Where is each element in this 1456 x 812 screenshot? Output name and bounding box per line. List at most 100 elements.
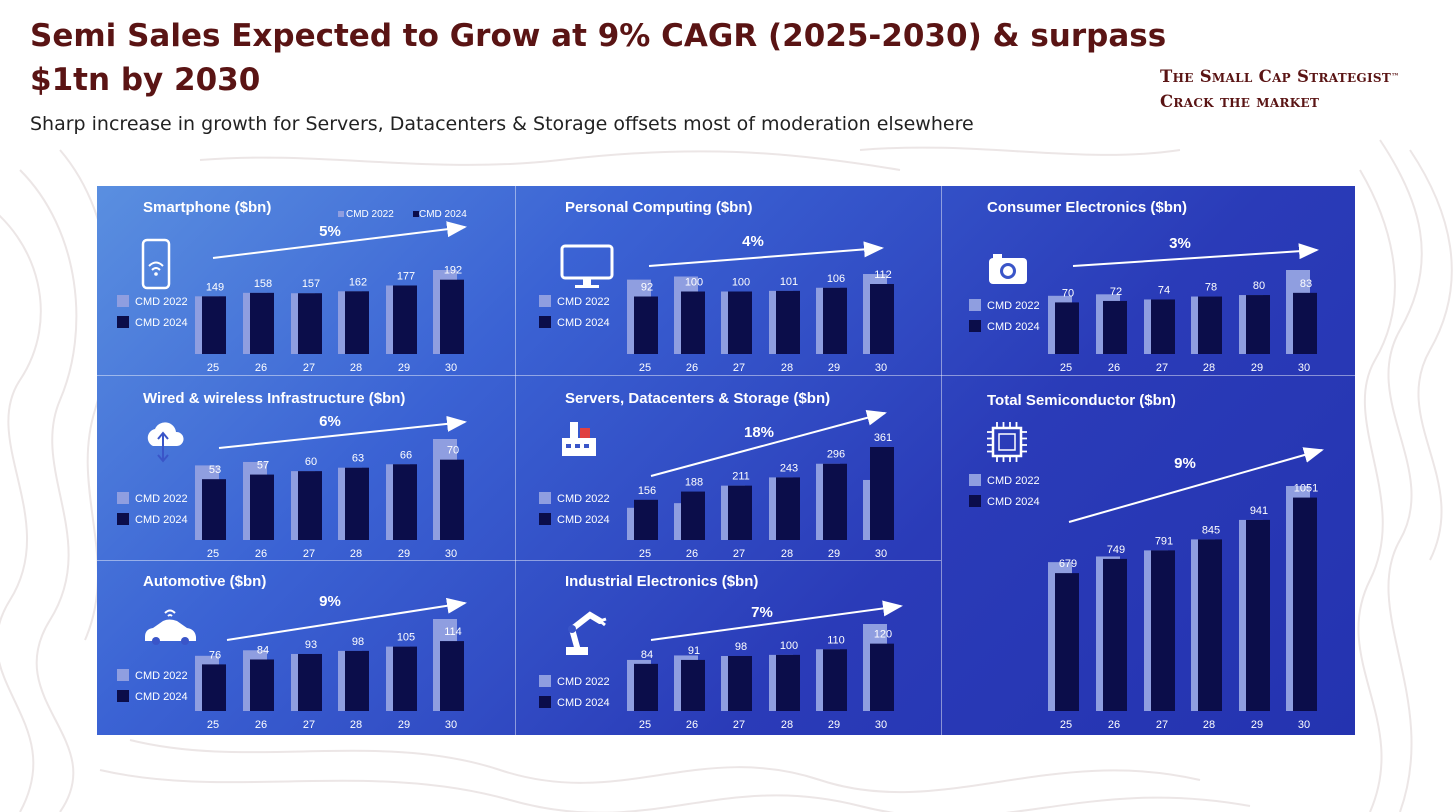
data-label: 156: [638, 485, 656, 497]
monitor-stand: [575, 285, 599, 288]
smartphone-body: [141, 238, 171, 290]
x-tick-label: 28: [1203, 719, 1215, 731]
datacenter-icon: [562, 422, 596, 456]
smartphone-icon: [141, 238, 171, 290]
legend-label-cmd2024: CMD 2024: [135, 317, 188, 329]
bar-cmd2024: [440, 279, 464, 354]
x-tick-label: 30: [445, 719, 457, 731]
bar-cmd2024: [681, 659, 705, 711]
page-title: Semi Sales Expected to Grow at 9% CAGR (…: [30, 18, 1167, 98]
robot-base: [566, 647, 588, 655]
legend-swatch-cmd2022: [539, 295, 551, 307]
cagr-label: 3%: [1169, 235, 1191, 252]
bar-cmd2024: [1246, 295, 1270, 354]
data-label: 60: [305, 456, 317, 468]
x-tick-label: 29: [828, 719, 840, 731]
bar-cmd2024: [202, 479, 226, 540]
legend-label-cmd2024: CMD 2024: [987, 496, 1040, 508]
trademark-mark: ™: [1391, 71, 1400, 81]
chart-panel: Automotive ($bn) CMD 2022 CMD 2024 9% 76 25 84…: [117, 573, 467, 731]
x-tick-label: 29: [398, 548, 410, 560]
x-tick-label: 26: [686, 719, 698, 731]
cagr-arrow: [650, 409, 887, 477]
chip-icon: [987, 422, 1027, 462]
bar-cmd2024: [250, 474, 274, 540]
legend-swatch-cmd2024: [539, 513, 551, 525]
legend-swatch-cmd2022: [969, 299, 981, 311]
bar-cmd2024: [1246, 519, 1270, 711]
building-tower: [570, 422, 578, 438]
x-tick-label: 27: [303, 548, 315, 560]
bar-cmd2024: [440, 641, 464, 711]
cloud-shape: [147, 422, 184, 446]
camera-icon: [989, 254, 1027, 284]
legend-label-cmd2024: CMD 2024: [135, 514, 188, 526]
monitor-neck: [583, 278, 591, 285]
bar-cmd2024: [345, 650, 369, 711]
cagr-arrow: [1072, 243, 1319, 267]
x-tick-label: 26: [686, 548, 698, 560]
x-tick-label: 29: [828, 548, 840, 560]
cagr-arrow: [648, 241, 884, 267]
data-label: 66: [400, 449, 412, 461]
data-label: 162: [349, 276, 367, 288]
x-tick-label: 30: [1298, 362, 1310, 374]
server-block: [580, 428, 590, 438]
legend-swatch-cmd2024: [539, 316, 551, 328]
data-label: 188: [685, 477, 703, 489]
legend-swatch-cmd2024: [969, 495, 981, 507]
x-tick-label: 27: [303, 362, 315, 374]
camera-lens: [1003, 266, 1013, 276]
data-label: 211: [732, 471, 750, 483]
data-label: 114: [444, 626, 462, 638]
bar-cmd2024: [870, 284, 894, 354]
legend-swatch-cmd2024: [969, 320, 981, 332]
x-tick-label: 26: [255, 719, 267, 731]
bar-cmd2024: [1151, 550, 1175, 711]
legend-swatch-cmd2024: [117, 690, 129, 702]
bar-cmd2024: [634, 499, 658, 540]
legend-label-cmd2022: CMD 2022: [557, 676, 610, 688]
chip-pin: [987, 422, 1027, 462]
bar-cmd2024: [823, 649, 847, 711]
chart-panel: Smartphone ($bn) CMD 2022 CMD 2024 CMD 2022…: [117, 199, 467, 374]
bar-cmd2024: [776, 654, 800, 711]
divider-vertical-2: [941, 186, 942, 735]
x-tick-label: 25: [1060, 719, 1072, 731]
chart-panel: Servers, Datacenters & Storage ($bn) CMD …: [539, 390, 894, 560]
x-tick-label: 25: [639, 362, 651, 374]
legend-swatch-cmd2024: [117, 316, 129, 328]
x-tick-label: 27: [733, 362, 745, 374]
data-label: 98: [735, 641, 747, 653]
divider-horizontal-1: [97, 375, 1355, 376]
charts-canvas: Smartphone ($bn) CMD 2022 CMD 2024 CMD 2022…: [117, 199, 1324, 731]
legend-label-cmd2024: CMD 2024: [987, 321, 1040, 333]
chart-panel: Total Semiconductor ($bn) CMD 2022 CMD 202…: [969, 392, 1324, 731]
cloud-icon: [147, 422, 184, 463]
bar-cmd2024: [1103, 558, 1127, 711]
bar-cmd2024: [1055, 302, 1079, 354]
chip-pin: [987, 422, 1027, 462]
data-label: 105: [397, 632, 415, 644]
cagr-label: 7%: [751, 604, 773, 621]
bar-cmd2024: [634, 663, 658, 711]
cagr-label: 9%: [1174, 455, 1196, 472]
bar-cmd2024: [1151, 299, 1175, 354]
legend-swatch-cmd2022: [117, 295, 129, 307]
x-tick-label: 30: [875, 548, 887, 560]
chip-pin: [987, 422, 1027, 462]
legend-label-cmd2022: CMD 2022: [987, 300, 1040, 312]
data-label: 112: [874, 269, 892, 281]
x-tick-label: 25: [639, 548, 651, 560]
top-legend-swatch-cmd2022: [338, 211, 344, 217]
legend-label-cmd2022: CMD 2022: [557, 296, 610, 308]
data-label: 158: [254, 278, 272, 290]
bar-cmd2024: [870, 447, 894, 540]
robot-gripper: [599, 617, 607, 627]
x-tick-label: 28: [781, 548, 793, 560]
cagr-arrow: [650, 600, 903, 641]
cagr-label: 6%: [319, 413, 341, 430]
data-label: 120: [874, 629, 892, 641]
monitor-icon: [560, 244, 614, 288]
data-label: 941: [1250, 505, 1268, 517]
